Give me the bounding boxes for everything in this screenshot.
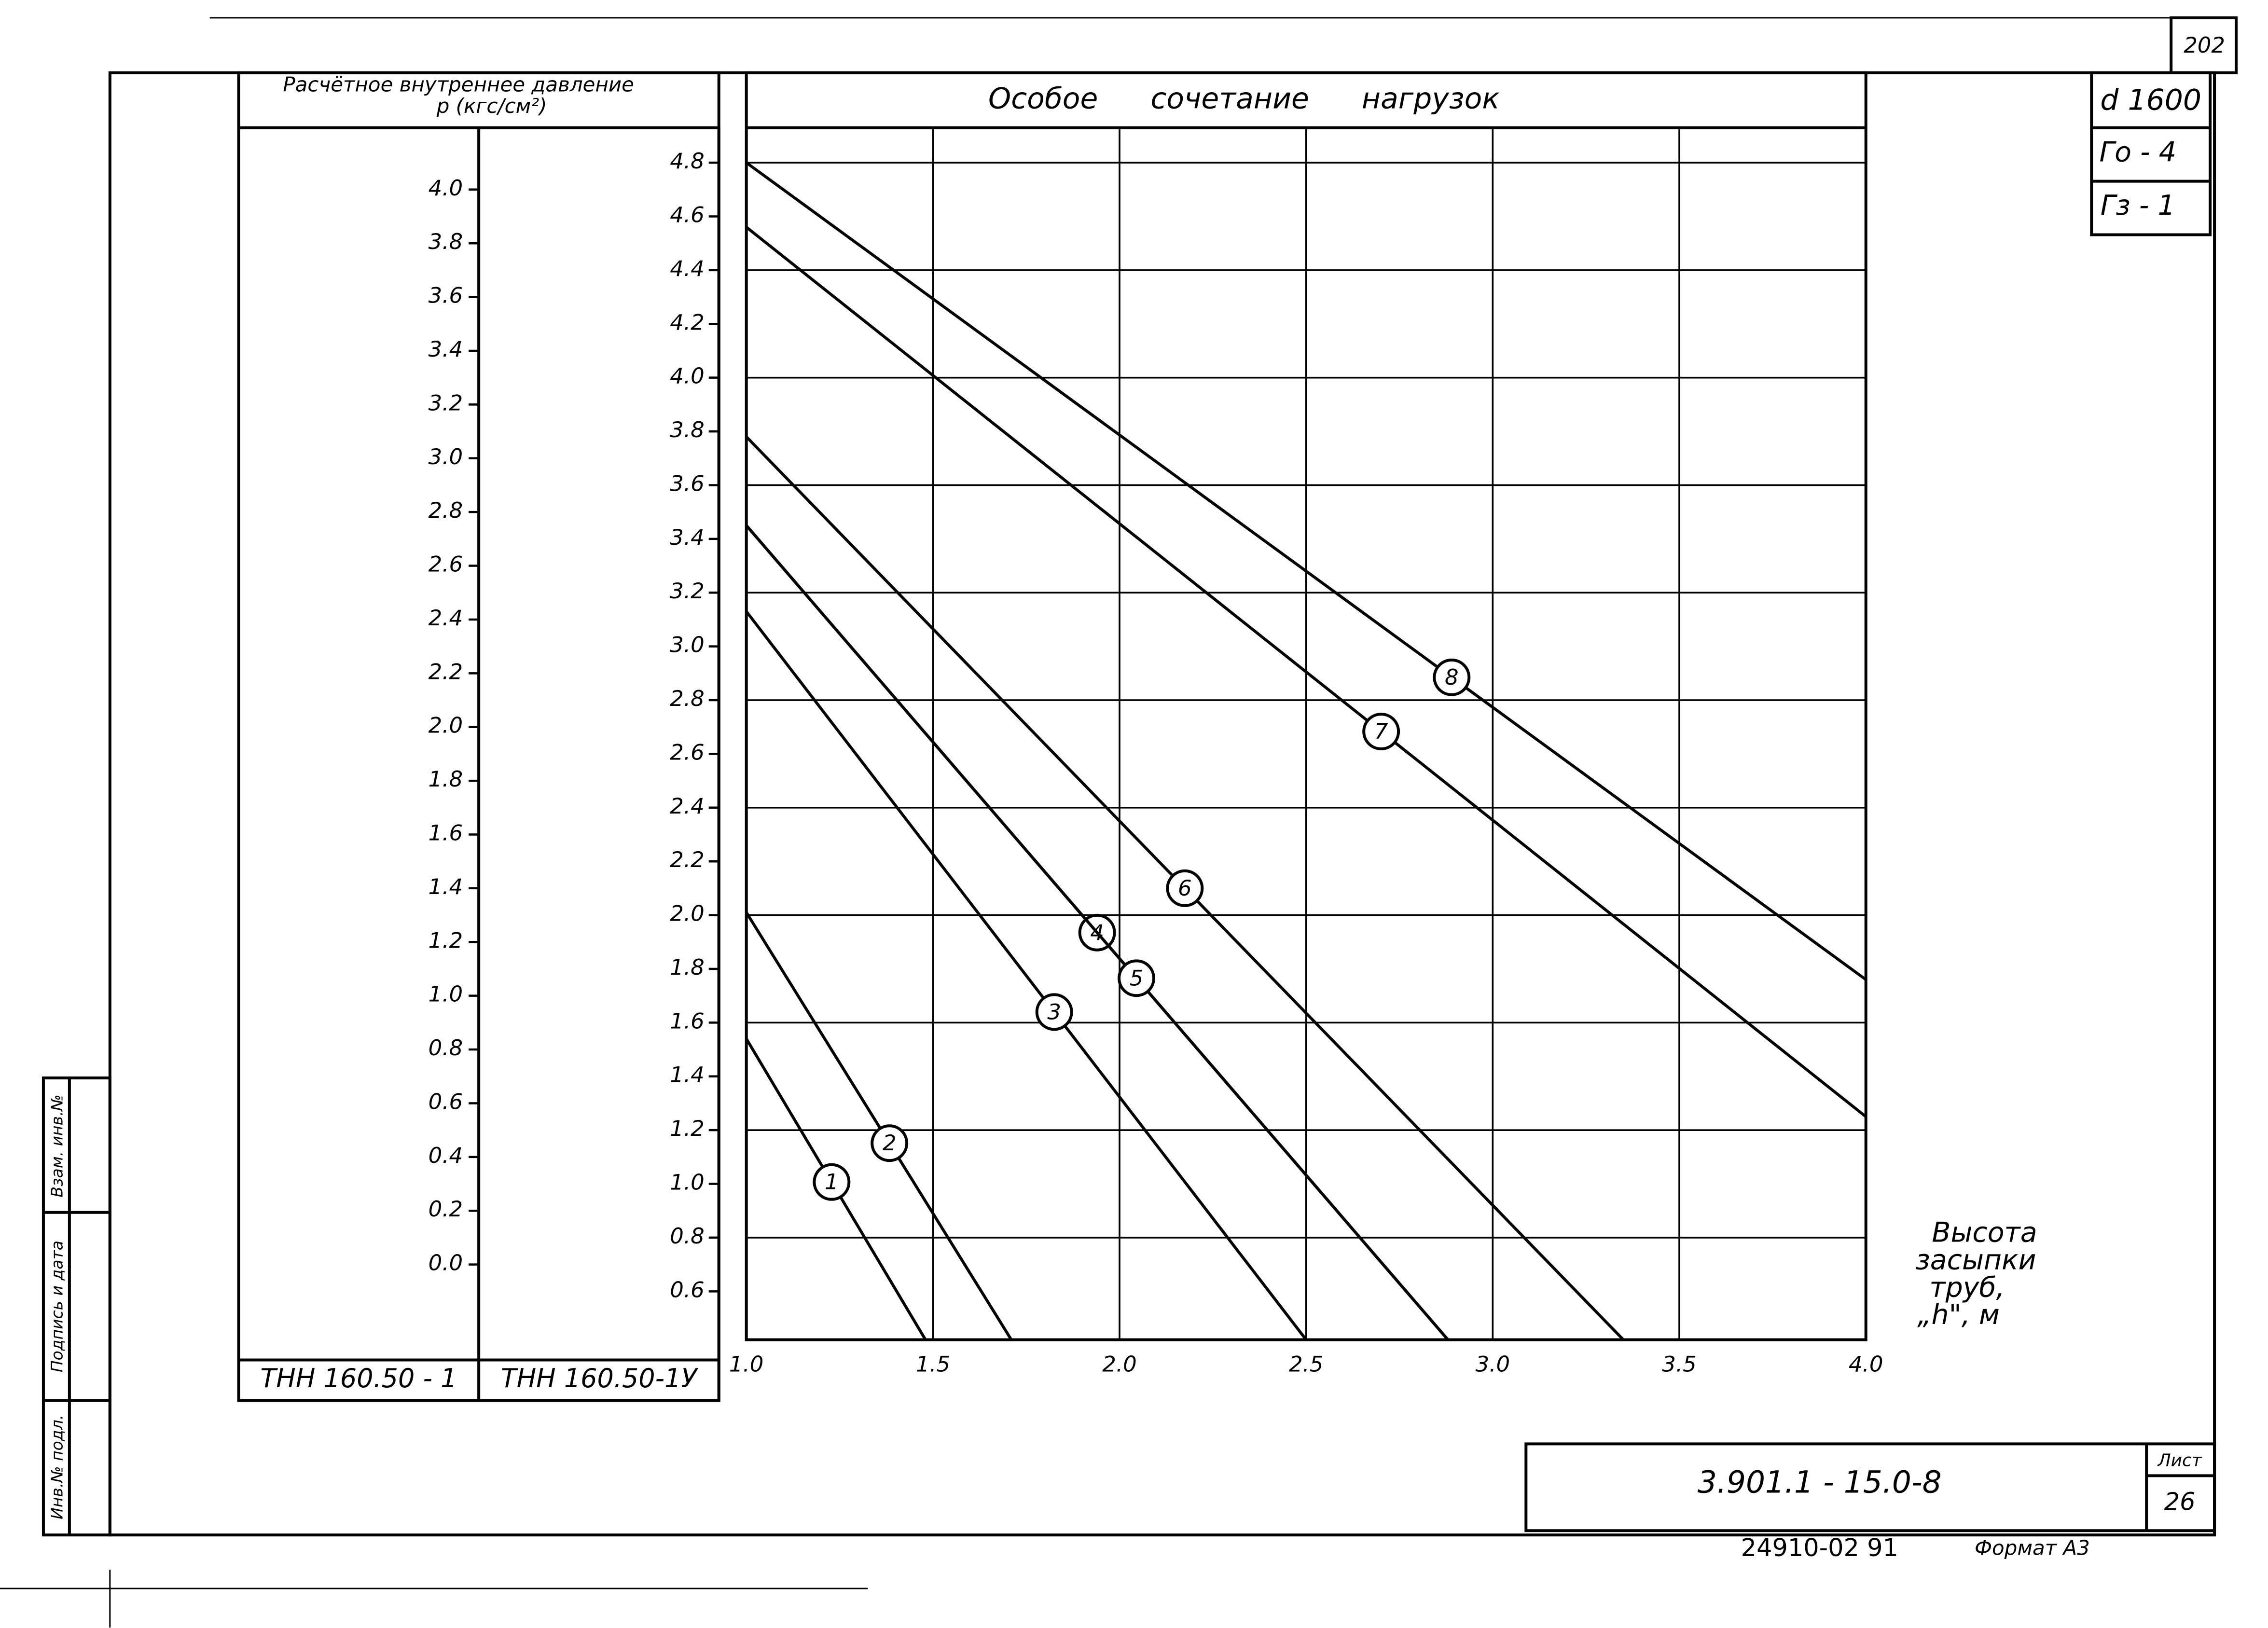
x-tick-label: 3.5	[1662, 1352, 1697, 1377]
y2-tick-label: 3.8	[429, 229, 463, 254]
series-label: 2	[883, 1130, 897, 1156]
y2-tick-label: 1.2	[429, 927, 463, 953]
series-marker	[871, 1124, 909, 1162]
y-tick-label: 4.6	[670, 202, 705, 228]
side-label: Инв.№ подл.	[47, 1415, 66, 1519]
sheet: 26	[2164, 1488, 2196, 1516]
series-label: 8	[1445, 664, 1459, 690]
y-label: Расчётное внутреннее давление	[283, 72, 634, 96]
y-tick-label: 3.0	[670, 632, 705, 658]
series-label: 5	[1130, 965, 1144, 991]
x-tick-label: 1.0	[729, 1352, 764, 1377]
series-marker	[1035, 993, 1073, 1031]
page-number: 202	[2184, 32, 2225, 58]
y2-tick-label: 1.8	[429, 766, 463, 792]
order: 24910-02 91	[1741, 1534, 1898, 1562]
x-tick-label: 4.0	[1849, 1352, 1883, 1377]
y2-tick-label: 3.0	[429, 444, 463, 469]
x-label: „h", м	[1917, 1299, 2000, 1331]
y-tick-label: 4.0	[670, 363, 705, 389]
y-tick-label: 1.0	[670, 1170, 705, 1195]
y2-tick-label: 2.8	[429, 497, 463, 523]
y-tick-label: 2.8	[670, 686, 705, 711]
y2-tick-label: 1.4	[429, 874, 463, 899]
g0: Го - 4	[2099, 136, 2176, 168]
series-marker	[1433, 658, 1471, 696]
y-tick-label: 0.6	[670, 1277, 705, 1302]
diameter: d 1600	[2100, 83, 2201, 117]
x-tick-label: 1.5	[916, 1352, 951, 1377]
x-tick-label: 2.0	[1102, 1352, 1137, 1377]
series-marker	[1118, 959, 1156, 997]
y-tick-label: 1.2	[670, 1116, 705, 1141]
y-tick-label: 3.4	[670, 524, 705, 550]
y2-tick-label: 2.2	[429, 659, 463, 684]
y2-column-label: ТНН 160.50 - 1	[260, 1363, 457, 1393]
title-block	[1524, 1442, 2216, 1532]
y-tick-label: 3.2	[670, 578, 705, 604]
y-label: p (кгс/см²)	[436, 94, 547, 118]
y2-tick-label: 3.2	[429, 390, 463, 415]
x-tick-label: 3.0	[1476, 1352, 1510, 1377]
y-tick-label: 4.2	[670, 309, 705, 335]
series-line	[745, 226, 1867, 1118]
y2-tick-label: 1.0	[429, 981, 463, 1007]
series-marker	[1166, 869, 1204, 907]
side-label: Взам. инв.№	[47, 1094, 66, 1197]
y2-tick-label: 3.4	[429, 336, 463, 362]
doc-code: 3.901.1 - 15.0-8	[1698, 1464, 1942, 1500]
g3: Гз - 1	[2101, 190, 2175, 221]
series-label: 7	[1374, 718, 1388, 744]
y2-tick-label: 0.8	[429, 1035, 463, 1061]
stamp-box	[2090, 71, 2212, 236]
y2-tick-label: 2.0	[429, 713, 463, 738]
format: Формат А3	[1975, 1536, 2090, 1560]
y-tick-label: 1.4	[670, 1062, 705, 1088]
y2-tick-label: 1.6	[429, 820, 463, 845]
y-tick-label: 3.8	[670, 417, 705, 442]
x-label: труб,	[1929, 1271, 2005, 1303]
series-marker	[1362, 713, 1400, 751]
x-tick-label: 2.5	[1289, 1352, 1324, 1377]
series-line	[745, 911, 1013, 1341]
series-label: 6	[1178, 875, 1192, 901]
y2-tick-label: 0.0	[429, 1250, 463, 1276]
series-label: 3	[1047, 999, 1061, 1024]
y-column-label: ТНН 160.50-1У	[501, 1363, 699, 1393]
series-line	[745, 524, 1449, 1341]
y-tick-label: 4.4	[670, 256, 705, 281]
y-tick-label: 1.6	[670, 1008, 705, 1034]
y-tick-label: 0.8	[670, 1223, 705, 1249]
y2-tick-label: 3.6	[429, 283, 463, 308]
series-line	[745, 610, 1308, 1341]
sheet-label: Лист	[2157, 1450, 2202, 1470]
y-tick-label: 4.8	[670, 148, 705, 174]
y2-tick-label: 0.6	[429, 1089, 463, 1114]
y2-tick-label: 4.0	[429, 175, 463, 201]
y-tick-label: 1.8	[670, 954, 705, 980]
y2-tick-label: 0.4	[429, 1143, 463, 1168]
chart-title: Особое сочетание нагрузок	[988, 82, 1500, 115]
y-tick-label: 2.0	[670, 901, 705, 926]
series-marker	[813, 1163, 851, 1201]
y-tick-label: 2.4	[670, 793, 705, 819]
y2-tick-label: 2.6	[429, 552, 463, 577]
y-tick-label: 2.2	[670, 847, 705, 872]
side-block	[41, 1076, 111, 1537]
y2-tick-label: 0.2	[429, 1196, 463, 1222]
side-label: Подпись и дата	[47, 1241, 66, 1372]
y2-tick-label: 2.4	[429, 605, 463, 631]
y-tick-label: 3.6	[670, 470, 705, 496]
series-label: 1	[825, 1169, 839, 1195]
series-line	[745, 161, 1867, 981]
x-label: засыпки	[1915, 1244, 2036, 1276]
y-tick-label: 2.6	[670, 739, 705, 765]
x-label: Высота	[1932, 1216, 2037, 1248]
